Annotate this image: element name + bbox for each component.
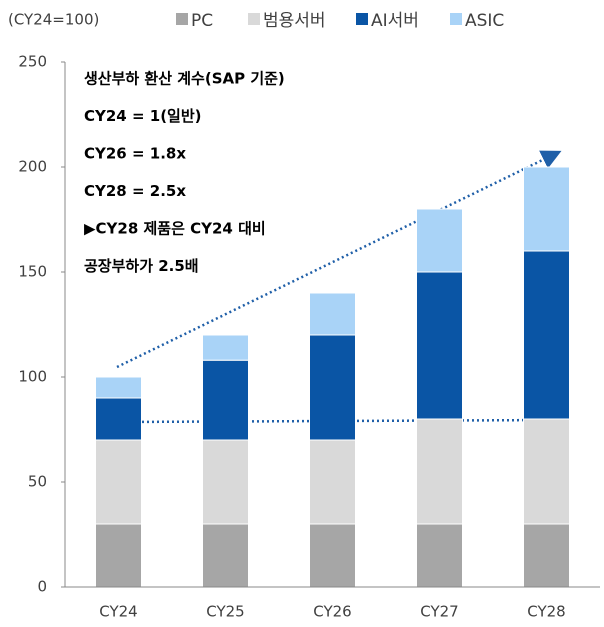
legend-swatch	[176, 13, 188, 25]
annotation: ▶CY28 제품은 CY24 대비	[84, 220, 266, 238]
unit-label: (CY24=100)	[8, 11, 99, 29]
bar-segment	[523, 166, 570, 252]
bar-segment	[523, 523, 570, 588]
bar-segment	[309, 292, 356, 336]
x-tick-label: CY28	[527, 603, 565, 621]
x-tick-label: CY27	[420, 603, 458, 621]
bar-segment	[523, 250, 570, 420]
trend-arrow	[116, 150, 562, 369]
y-tick-label: 0	[37, 578, 47, 596]
bar-segment	[202, 359, 249, 441]
bar-segment	[309, 523, 356, 588]
bar-segment	[523, 418, 570, 525]
bar-segment	[416, 271, 463, 420]
annotation: 공장부하가 2.5배	[84, 257, 199, 275]
bar-segment	[95, 397, 142, 441]
bar-segment	[416, 523, 463, 588]
bar-segment	[309, 334, 356, 441]
bar-segment	[202, 334, 249, 361]
legend-swatch	[450, 13, 462, 25]
bar-segment	[95, 523, 142, 588]
y-tick-label: 100	[18, 368, 47, 386]
x-tick-label: CY26	[313, 603, 351, 621]
x-tick-label: CY25	[206, 603, 244, 621]
legend-swatch	[248, 13, 260, 25]
legend-label: PC	[191, 11, 213, 31]
legend-label: AI서버	[371, 11, 419, 31]
bar-segment	[95, 376, 142, 399]
bar-segment	[416, 418, 463, 525]
bar-segment	[416, 208, 463, 273]
annotation: CY26 = 1.8x	[84, 145, 186, 163]
bar-segment	[202, 523, 249, 588]
legend-label: ASIC	[465, 11, 504, 31]
x-tick-label: CY24	[99, 603, 137, 621]
bar-segment	[95, 439, 142, 525]
y-tick-label: 150	[18, 263, 47, 281]
legend-label: 범용서버	[263, 11, 326, 31]
y-tick-label: 250	[18, 53, 47, 71]
annotation: 생산부하 환산 계수(SAP 기준)	[84, 70, 285, 88]
bar-segment	[202, 439, 249, 525]
y-tick-label: 200	[18, 158, 47, 176]
annotation: CY24 = 1(일반)	[84, 107, 202, 125]
annotation: CY28 = 2.5x	[84, 182, 186, 200]
legend-swatch	[356, 13, 368, 25]
bar-segment	[309, 439, 356, 525]
y-tick-label: 50	[28, 473, 47, 491]
